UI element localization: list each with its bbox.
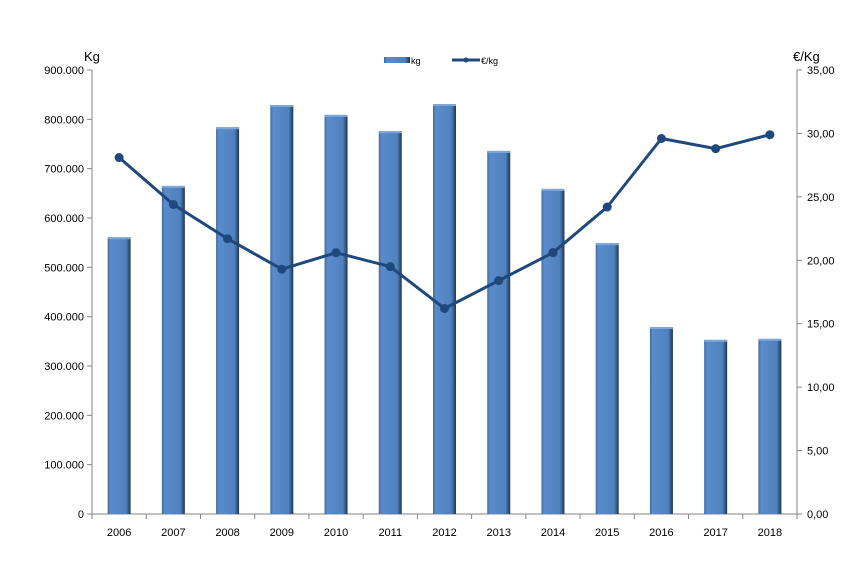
bar-2014 xyxy=(541,188,565,515)
price-point-2017 xyxy=(711,144,721,154)
y-left-tick-label: 200.000 xyxy=(44,410,84,422)
bar-top-highlight xyxy=(704,339,728,342)
x-tick-label: 2006 xyxy=(107,527,131,539)
x-tick-label: 2017 xyxy=(703,527,727,539)
bar-2008 xyxy=(216,127,240,514)
x-tick-label: 2010 xyxy=(324,527,348,539)
bar-2006 xyxy=(107,237,131,515)
bar-2017 xyxy=(704,339,728,514)
legend-swatch-kg xyxy=(384,57,410,63)
y-left-label: Kg xyxy=(84,49,100,64)
y-left-tick-label: 600.000 xyxy=(44,213,84,225)
y-right-tick-label: 15,00 xyxy=(807,319,835,331)
x-tick-label: 2013 xyxy=(486,527,510,539)
legend: kg €/kg xyxy=(384,56,498,66)
price-point-2009 xyxy=(277,264,287,274)
bar-top-highlight xyxy=(758,338,782,341)
bar-top-highlight xyxy=(649,327,673,330)
bar-2010 xyxy=(324,114,348,514)
price-point-2010 xyxy=(331,248,341,258)
price-point-2016 xyxy=(656,134,666,144)
bar-top-highlight xyxy=(433,104,456,107)
y-right-label: €/Kg xyxy=(793,49,820,64)
y-left-tick-label: 500.000 xyxy=(44,262,84,274)
x-tick-label: 2018 xyxy=(758,527,782,539)
y-right-tick-label: 20,00 xyxy=(807,255,835,267)
y-right-tick-label: 10,00 xyxy=(807,382,835,394)
y-right-tick-label: 35,00 xyxy=(807,65,835,77)
bar-top-highlight xyxy=(378,131,402,134)
legend-label-kg: kg xyxy=(411,56,421,66)
y-left-tick-label: 800.000 xyxy=(44,114,84,126)
bar-2007 xyxy=(161,185,185,514)
bar-2016 xyxy=(649,327,673,514)
price-point-2013 xyxy=(494,276,504,286)
bar-top-highlight xyxy=(107,237,131,240)
legend-marker-price xyxy=(463,57,469,63)
y-right-tick-label: 25,00 xyxy=(807,192,835,204)
bar-2009 xyxy=(270,105,294,514)
y-right-tick-label: 0,00 xyxy=(807,509,828,521)
bar-2015 xyxy=(595,243,619,514)
price-point-2007 xyxy=(168,199,178,209)
x-tick-label: 2012 xyxy=(432,527,456,539)
price-point-2015 xyxy=(602,202,612,212)
price-point-2012 xyxy=(440,303,449,313)
x-tick-label: 2009 xyxy=(270,527,294,539)
x-tick-label: 2007 xyxy=(161,527,185,539)
y-left-tick-label: 300.000 xyxy=(44,361,84,373)
y-left-tick-label: 700.000 xyxy=(44,164,84,176)
y-left-tick-label: 0 xyxy=(78,509,84,521)
bar-top-highlight xyxy=(216,127,240,130)
legend-label-price: €/kg xyxy=(481,56,498,66)
price-point-2006 xyxy=(114,153,124,163)
price-point-2011 xyxy=(385,262,395,272)
x-tick-label: 2014 xyxy=(541,527,565,539)
bar-top-highlight xyxy=(270,105,294,108)
y-left-tick-label: 100.000 xyxy=(44,460,84,472)
bar-top-highlight xyxy=(487,150,511,153)
bar-top-highlight xyxy=(161,185,185,188)
bar-top-highlight xyxy=(324,114,348,117)
x-tick-label: 2011 xyxy=(378,527,402,539)
x-tick-label: 2008 xyxy=(215,527,239,539)
price-point-2014 xyxy=(548,248,558,258)
bar-top-highlight xyxy=(541,188,565,191)
bar-2013 xyxy=(487,150,511,514)
x-tick-label: 2015 xyxy=(595,527,619,539)
bar-2018 xyxy=(758,338,782,514)
y-left-tick-label: 400.000 xyxy=(44,312,84,324)
y-left-tick-label: 900.000 xyxy=(44,65,84,77)
x-tick-label: 2016 xyxy=(649,527,673,539)
y-right-tick-label: 30,00 xyxy=(807,128,835,140)
y-right-tick-label: 5,00 xyxy=(807,446,828,458)
bar-2011 xyxy=(378,131,402,514)
price-point-2008 xyxy=(223,234,233,244)
price-point-2018 xyxy=(765,130,775,140)
bar-top-highlight xyxy=(595,243,619,246)
